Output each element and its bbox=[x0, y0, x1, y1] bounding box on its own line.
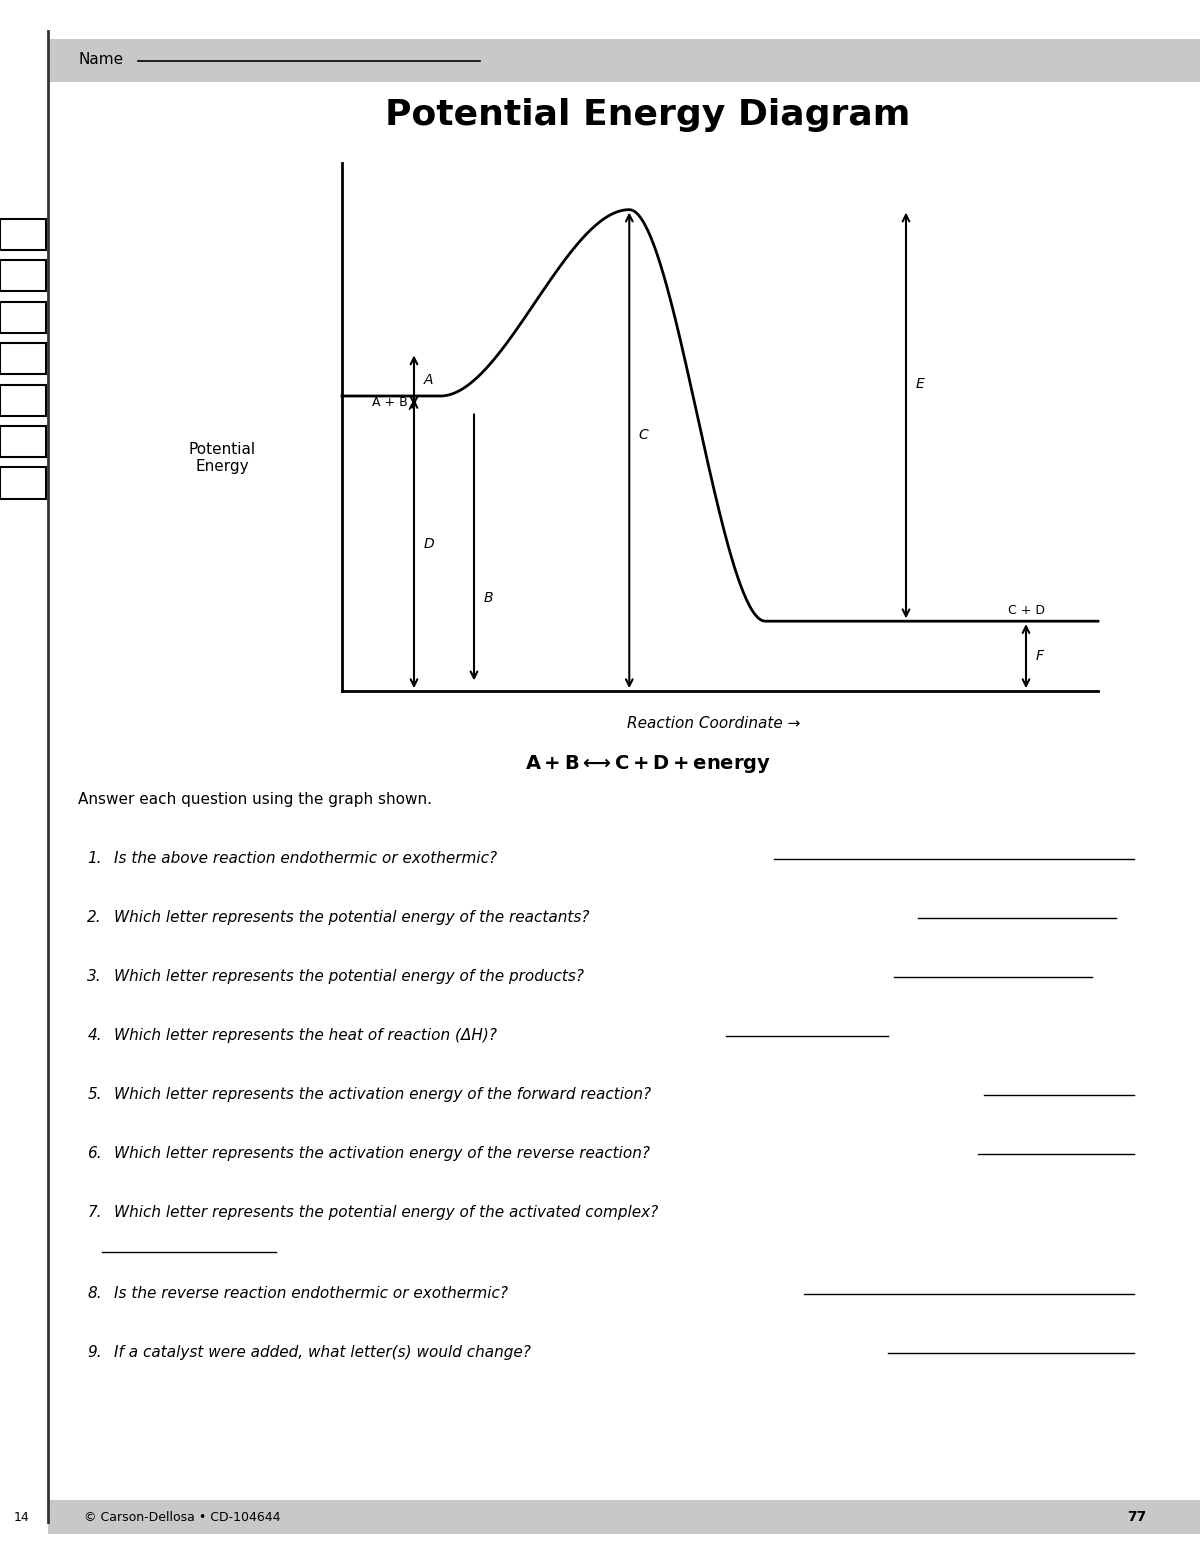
Text: Which letter represents the potential energy of the products?: Which letter represents the potential en… bbox=[114, 969, 584, 985]
Text: C + D: C + D bbox=[1008, 604, 1045, 617]
Text: 5.: 5. bbox=[88, 1087, 102, 1103]
Text: Reaction Coordinate →: Reaction Coordinate → bbox=[628, 716, 800, 731]
Text: E: E bbox=[916, 377, 924, 391]
Text: 9.: 9. bbox=[88, 1345, 102, 1360]
FancyBboxPatch shape bbox=[0, 301, 46, 332]
Text: 8.: 8. bbox=[88, 1286, 102, 1301]
FancyBboxPatch shape bbox=[0, 219, 46, 250]
Text: 7.: 7. bbox=[88, 1205, 102, 1221]
Text: Which letter represents the activation energy of the reverse reaction?: Which letter represents the activation e… bbox=[114, 1146, 650, 1162]
Text: Potential Energy Diagram: Potential Energy Diagram bbox=[385, 98, 911, 132]
Text: $\mathbf{A + B \longleftrightarrow C + D + energy}$: $\mathbf{A + B \longleftrightarrow C + D… bbox=[524, 753, 772, 775]
Text: 4.: 4. bbox=[88, 1028, 102, 1044]
Text: 3.: 3. bbox=[88, 969, 102, 985]
Text: Answer each question using the graph shown.: Answer each question using the graph sho… bbox=[78, 792, 432, 808]
Text: If a catalyst were added, what letter(s) would change?: If a catalyst were added, what letter(s)… bbox=[114, 1345, 530, 1360]
Text: Which letter represents the heat of reaction (ΔH)?: Which letter represents the heat of reac… bbox=[114, 1028, 497, 1044]
Text: 14: 14 bbox=[13, 1511, 30, 1523]
Text: Which letter represents the potential energy of the reactants?: Which letter represents the potential en… bbox=[114, 910, 589, 926]
Text: A + B: A + B bbox=[372, 396, 408, 408]
Text: 6.: 6. bbox=[88, 1146, 102, 1162]
FancyBboxPatch shape bbox=[0, 385, 46, 416]
Text: C: C bbox=[638, 427, 649, 443]
FancyBboxPatch shape bbox=[0, 426, 46, 457]
Text: 77: 77 bbox=[1127, 1510, 1146, 1525]
Text: 2.: 2. bbox=[88, 910, 102, 926]
Text: Potential
Energy: Potential Energy bbox=[188, 443, 256, 474]
Text: Is the reverse reaction endothermic or exothermic?: Is the reverse reaction endothermic or e… bbox=[114, 1286, 508, 1301]
Text: 1.: 1. bbox=[88, 851, 102, 867]
FancyBboxPatch shape bbox=[0, 261, 46, 292]
Text: Which letter represents the potential energy of the activated complex?: Which letter represents the potential en… bbox=[114, 1205, 659, 1221]
Text: Name: Name bbox=[78, 51, 124, 67]
Text: © Carson-Dellosa • CD-104644: © Carson-Dellosa • CD-104644 bbox=[84, 1511, 281, 1523]
FancyBboxPatch shape bbox=[0, 343, 46, 374]
Text: B: B bbox=[484, 590, 493, 606]
Text: D: D bbox=[424, 536, 434, 551]
Text: Is the above reaction endothermic or exothermic?: Is the above reaction endothermic or exo… bbox=[114, 851, 497, 867]
Text: Which letter represents the activation energy of the forward reaction?: Which letter represents the activation e… bbox=[114, 1087, 652, 1103]
Text: A: A bbox=[424, 373, 433, 388]
Text: F: F bbox=[1036, 649, 1044, 663]
FancyBboxPatch shape bbox=[0, 467, 46, 499]
FancyBboxPatch shape bbox=[48, 39, 1200, 82]
FancyBboxPatch shape bbox=[48, 1500, 1200, 1534]
